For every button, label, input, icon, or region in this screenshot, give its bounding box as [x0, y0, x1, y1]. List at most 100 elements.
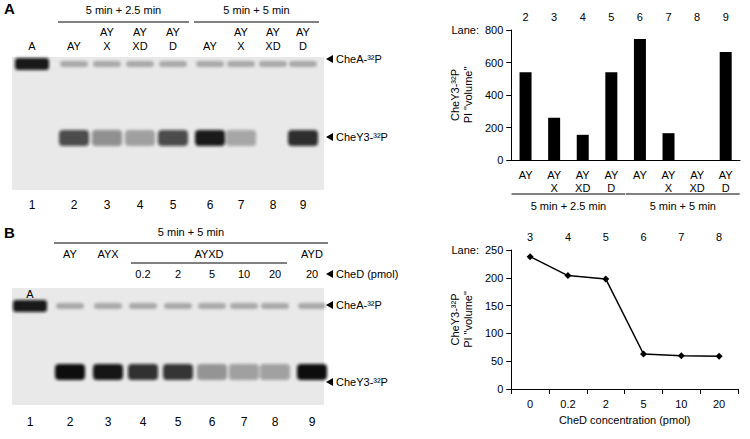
svg-text:A: A: [4, 0, 15, 17]
svg-text:250: 250: [485, 244, 503, 256]
svg-text:AY: AY: [662, 169, 677, 181]
svg-text:200: 200: [485, 272, 503, 284]
svg-text:CheA-³²P: CheA-³²P: [336, 299, 382, 311]
svg-text:20: 20: [269, 268, 281, 280]
svg-text:CheD concentration (pmol): CheD concentration (pmol): [559, 414, 690, 426]
svg-text:3: 3: [551, 11, 557, 23]
svg-text:200: 200: [485, 122, 503, 134]
svg-text:0: 0: [527, 398, 533, 410]
svg-text:4: 4: [137, 198, 144, 212]
svg-text:AY: AY: [576, 169, 591, 181]
svg-text:A: A: [26, 288, 34, 300]
svg-text:7: 7: [665, 11, 671, 23]
svg-text:1: 1: [29, 198, 36, 212]
svg-text:4: 4: [580, 11, 586, 23]
svg-text:9: 9: [300, 198, 307, 212]
svg-text:3: 3: [104, 198, 111, 212]
svg-text:7: 7: [238, 198, 245, 212]
svg-text:100: 100: [485, 327, 503, 339]
svg-text:10: 10: [675, 398, 687, 410]
svg-text:AY: AY: [234, 26, 249, 38]
svg-text:8: 8: [272, 415, 279, 429]
svg-text:AYX: AYX: [97, 248, 119, 260]
svg-text:D: D: [299, 40, 307, 52]
svg-text:5: 5: [603, 231, 609, 243]
svg-text:6: 6: [640, 231, 646, 243]
svg-text:5 min + 2.5 min: 5 min + 2.5 min: [531, 200, 607, 212]
svg-text:5: 5: [608, 11, 614, 23]
svg-text:AY: AY: [519, 169, 534, 181]
svg-text:AY: AY: [166, 26, 181, 38]
svg-text:5: 5: [175, 415, 182, 429]
svg-text:3: 3: [105, 415, 112, 429]
svg-text:2: 2: [522, 11, 528, 23]
svg-text:AY: AY: [604, 169, 619, 181]
svg-text:20: 20: [713, 398, 725, 410]
svg-text:AYXD: AYXD: [194, 248, 223, 260]
svg-text:2: 2: [71, 198, 78, 212]
svg-text:400: 400: [485, 89, 503, 101]
svg-text:5: 5: [640, 398, 646, 410]
svg-text:XD: XD: [575, 182, 590, 194]
svg-text:XD: XD: [132, 40, 147, 52]
svg-text:CheY3-³²P: CheY3-³²P: [449, 69, 461, 121]
svg-text:CheA-³²P: CheA-³²P: [336, 53, 382, 65]
svg-text:150: 150: [485, 300, 503, 312]
svg-text:XD: XD: [265, 40, 280, 52]
svg-text:AY: AY: [67, 40, 82, 52]
svg-text:6: 6: [207, 198, 214, 212]
svg-text:2: 2: [603, 398, 609, 410]
svg-text:AY: AY: [133, 26, 148, 38]
svg-text:D: D: [722, 182, 730, 194]
svg-text:5 min + 5 min: 5 min + 5 min: [158, 226, 224, 238]
svg-text:4: 4: [140, 415, 147, 429]
svg-text:5 min + 2.5 min: 5 min + 2.5 min: [86, 4, 162, 16]
svg-text:X: X: [237, 40, 245, 52]
svg-text:8: 8: [694, 11, 700, 23]
svg-text:600: 600: [485, 57, 503, 69]
svg-text:0.2: 0.2: [560, 398, 575, 410]
svg-text:AY: AY: [203, 40, 218, 52]
svg-text:AY: AY: [296, 26, 311, 38]
svg-text:AYD: AYD: [301, 248, 323, 260]
svg-text:6: 6: [637, 11, 643, 23]
svg-text:CheY3-³²P: CheY3-³²P: [336, 376, 388, 388]
svg-text:AY: AY: [719, 169, 734, 181]
svg-text:2: 2: [175, 268, 181, 280]
svg-text:6: 6: [209, 415, 216, 429]
svg-text:PI "volume": PI "volume": [462, 67, 474, 124]
svg-text:AY: AY: [63, 248, 78, 260]
svg-text:5 min + 5 min: 5 min + 5 min: [650, 200, 716, 212]
svg-text:3: 3: [527, 231, 533, 243]
svg-text:B: B: [4, 224, 15, 241]
svg-text:800: 800: [485, 24, 503, 36]
svg-text:4: 4: [565, 231, 571, 243]
svg-text:X: X: [103, 40, 111, 52]
svg-text:X: X: [665, 182, 673, 194]
svg-text:AY: AY: [266, 26, 281, 38]
svg-text:PI "volume": PI "volume": [462, 291, 474, 348]
svg-text:D: D: [169, 40, 177, 52]
svg-text:5: 5: [170, 198, 177, 212]
svg-text:Lane:: Lane:: [451, 244, 479, 256]
svg-text:7: 7: [241, 415, 248, 429]
svg-text:5: 5: [209, 268, 215, 280]
svg-text:XD: XD: [689, 182, 704, 194]
svg-text:9: 9: [723, 11, 729, 23]
svg-text:8: 8: [270, 198, 277, 212]
svg-text:0.2: 0.2: [135, 268, 150, 280]
svg-text:AY: AY: [100, 26, 115, 38]
svg-text:AY: AY: [633, 169, 648, 181]
svg-text:5 min + 5 min: 5 min + 5 min: [223, 4, 289, 16]
svg-text:D: D: [607, 182, 615, 194]
svg-text:10: 10: [238, 268, 250, 280]
svg-text:CheY3-³²P: CheY3-³²P: [336, 131, 388, 143]
svg-text:1: 1: [27, 415, 34, 429]
svg-text:X: X: [550, 182, 558, 194]
svg-text:8: 8: [716, 231, 722, 243]
svg-text:A: A: [28, 40, 36, 52]
svg-text:50: 50: [491, 355, 503, 367]
svg-text:0: 0: [497, 383, 503, 395]
svg-text:AY: AY: [690, 169, 705, 181]
svg-text:7: 7: [678, 231, 684, 243]
